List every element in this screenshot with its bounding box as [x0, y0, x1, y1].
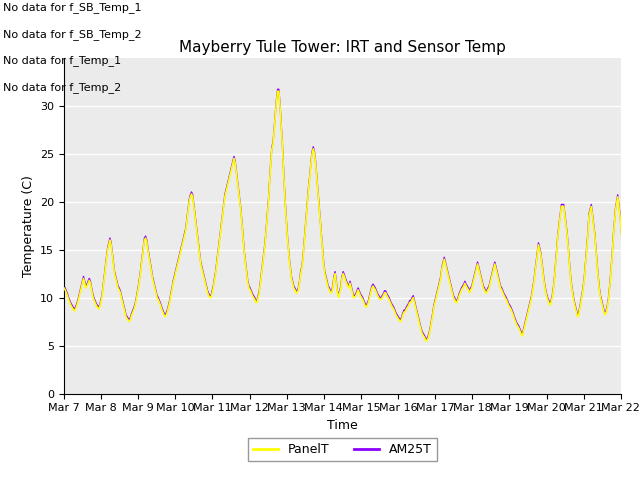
X-axis label: Time: Time — [327, 419, 358, 432]
Text: No data for f_SB_Temp_2: No data for f_SB_Temp_2 — [3, 29, 142, 40]
Legend: PanelT, AM25T: PanelT, AM25T — [248, 438, 437, 461]
Text: No data for f_SB_Temp_1: No data for f_SB_Temp_1 — [3, 2, 141, 13]
Y-axis label: Temperature (C): Temperature (C) — [22, 175, 35, 276]
Text: No data for f_Temp_1: No data for f_Temp_1 — [3, 55, 122, 66]
Title: Mayberry Tule Tower: IRT and Sensor Temp: Mayberry Tule Tower: IRT and Sensor Temp — [179, 40, 506, 55]
Text: No data for f_Temp_2: No data for f_Temp_2 — [3, 82, 122, 93]
